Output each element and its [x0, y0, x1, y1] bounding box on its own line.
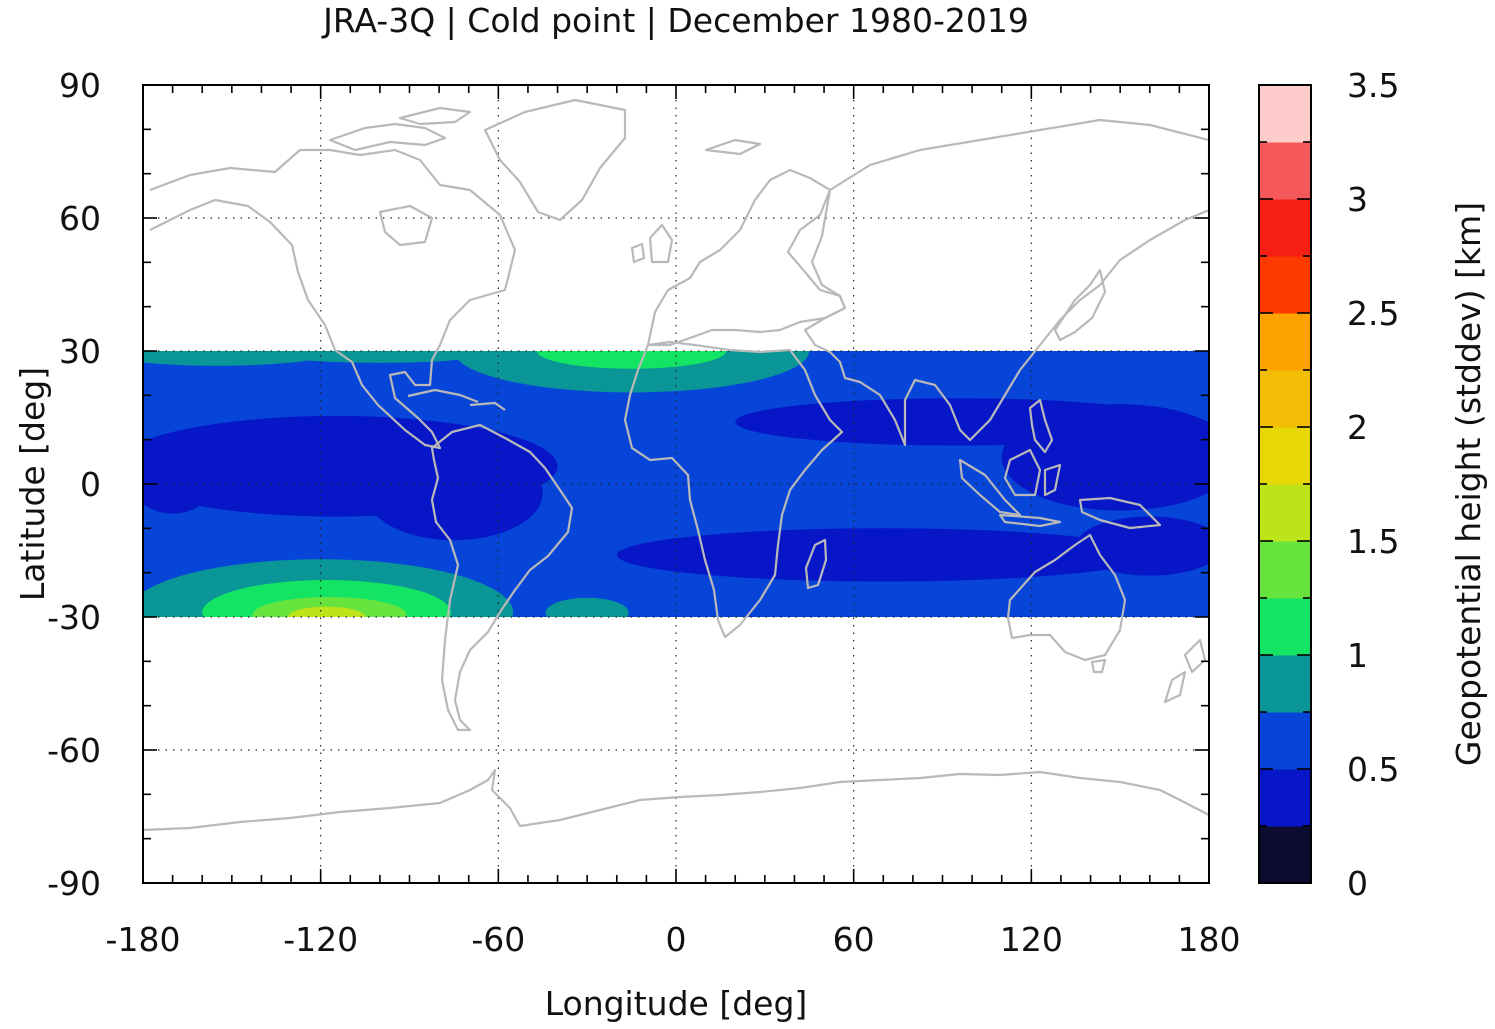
coastline-south-america: [430, 423, 574, 732]
y-tick-label: -30: [47, 598, 101, 637]
coastline-maritime-continent: [958, 448, 1162, 530]
field-blob-13: [1001, 404, 1209, 511]
x-tick-label: 60: [833, 920, 875, 959]
colorbar-segment: [1259, 541, 1311, 599]
field-blob-4: [545, 597, 629, 617]
colorbar-segment: [1259, 142, 1311, 200]
field-blob-3: [288, 606, 366, 617]
colorbar-tick-label: 0: [1347, 864, 1368, 903]
coastlines: [143, 98, 1209, 832]
colorbar-tick-label: 2.5: [1347, 294, 1399, 333]
grid: [143, 85, 1209, 883]
colorbar: [1258, 84, 1312, 884]
coastline-japan: [1053, 268, 1107, 342]
x-tick-label: -120: [283, 920, 358, 959]
field-blob-6: [453, 351, 810, 393]
y-tick-labels: -90 -60 -30 0 30 60 90: [47, 66, 101, 903]
coastline-greenland: [483, 98, 627, 222]
colorbar-segment: [1259, 598, 1311, 656]
coastline-asia: [803, 118, 1209, 447]
colorbar-segment: [1259, 370, 1311, 428]
x-axis-title: Longitude [deg]: [545, 984, 808, 1023]
colorbar-segment: [1259, 655, 1311, 713]
colorbar-tick-label: 2: [1347, 408, 1368, 447]
colorbar-segment: [1259, 199, 1311, 257]
y-tick-label: 30: [59, 332, 101, 371]
heatmap-field: [143, 351, 1209, 617]
x-tick-labels: -180 -120 -60 0 60 120 180: [106, 920, 1241, 959]
field-blob-7: [536, 351, 727, 369]
y-tick-label: 60: [59, 199, 101, 238]
colorbar-segment: [1259, 769, 1311, 827]
colorbar-segment: [1259, 313, 1311, 371]
coastline-africa: [623, 340, 844, 639]
coastline-north-america: [149, 148, 517, 450]
colorbar-tick-label: 1: [1347, 636, 1368, 675]
coastline-caribbean: [407, 388, 506, 411]
x-tick-label: -180: [106, 920, 181, 959]
x-tick-label: 120: [1000, 920, 1063, 959]
colorbar-tick-label: 1.5: [1347, 522, 1399, 561]
y-tick-label: 90: [59, 66, 101, 105]
colorbar-segment: [1259, 712, 1311, 770]
coastline-europe: [646, 168, 847, 347]
colorbar-segment: [1259, 484, 1311, 542]
y-tick-label: -60: [47, 731, 101, 770]
field-blob-14: [616, 528, 1150, 582]
colorbar-tick-label: 0.5: [1347, 750, 1399, 789]
coastline-arctic-islands: [328, 106, 472, 247]
x-tick-label: 0: [666, 920, 687, 959]
colorbar-tick-label: 3: [1347, 180, 1368, 219]
axes: [142, 84, 1210, 884]
field-blob-10: [365, 445, 543, 541]
y-tick-label: 0: [80, 465, 101, 504]
y-tick-label: -90: [47, 864, 101, 903]
colorbar-tick-label: 3.5: [1347, 66, 1399, 105]
field-blob-15: [1075, 516, 1209, 576]
colorbar-segment: [1259, 427, 1311, 485]
x-tick-label: -60: [471, 920, 525, 959]
coastline-antarctica: [143, 768, 1209, 832]
colorbar-title: Geopotential height (stddev) [km]: [1449, 202, 1488, 766]
coastline-new-zealand: [1163, 638, 1207, 704]
colorbar-segment: [1259, 85, 1311, 143]
coastline-australia: [1006, 533, 1127, 674]
y-axis-title: Latitude [deg]: [13, 367, 52, 601]
coastline-british-isles: [630, 138, 762, 264]
coastline-philippines: [1028, 398, 1054, 454]
colorbar-tick-labels: 0 0.5 1 1.5 2 2.5 3 3.5: [1347, 66, 1399, 903]
field-blob-11: [143, 436, 218, 514]
coastline-madagascar: [804, 538, 828, 590]
x-tick-label: 180: [1178, 920, 1241, 959]
field-blob-8: [261, 351, 499, 363]
colorbar-segment: [1259, 826, 1311, 884]
colorbar-segment: [1259, 256, 1311, 314]
chart-title: JRA-3Q | Cold point | December 1980-2019: [321, 1, 1029, 40]
